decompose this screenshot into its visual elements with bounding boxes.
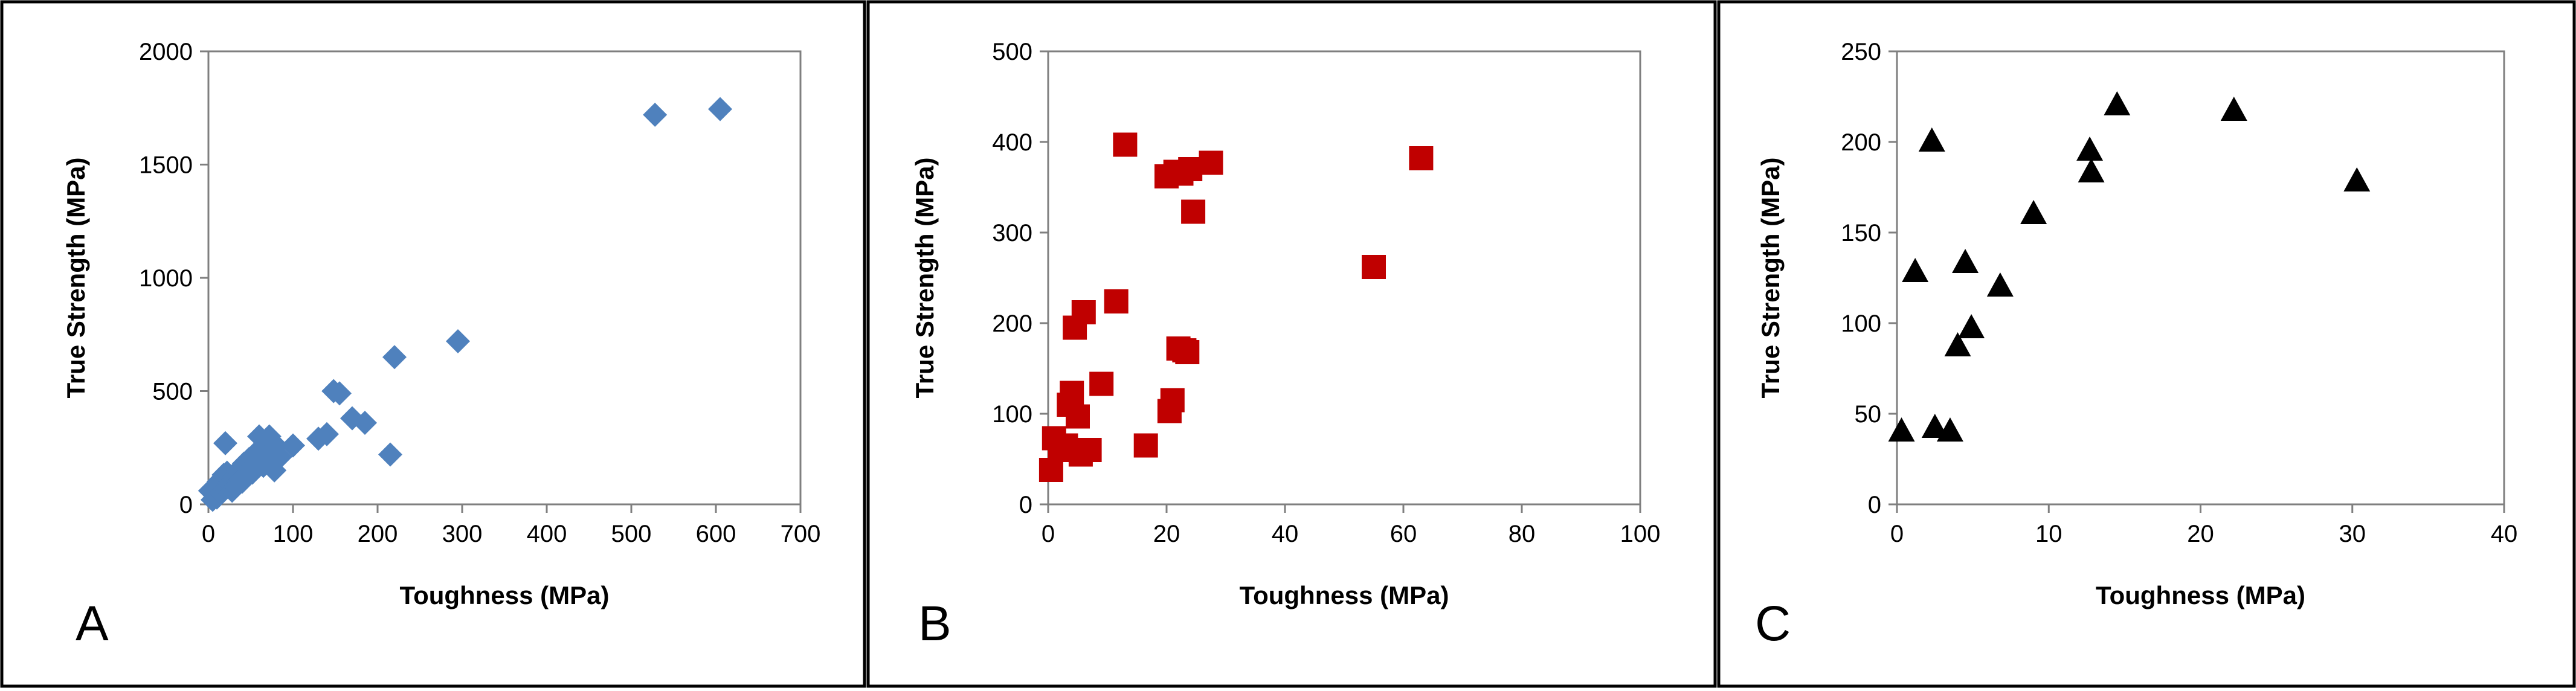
x-tick-label: 40 [1272, 521, 1299, 547]
y-tick-label: 400 [992, 129, 1032, 156]
x-tick-label: 40 [2491, 521, 2518, 547]
data-point [1409, 146, 1434, 170]
y-tick-label: 1000 [139, 265, 193, 292]
data-point [2343, 167, 2371, 191]
x-tick-label: 20 [1153, 521, 1180, 547]
data-point [2220, 97, 2247, 121]
data-point [1175, 340, 1200, 364]
y-tick-label: 200 [992, 310, 1032, 337]
x-tick-label: 300 [442, 521, 483, 547]
data-point [1089, 371, 1114, 396]
plot-area [1047, 50, 1641, 506]
x-tick-label: 30 [2339, 521, 2366, 547]
x-axis-label: Toughness (MPa) [2096, 581, 2305, 609]
data-point [1888, 417, 1915, 442]
data-point [1160, 388, 1185, 413]
y-tick-label: 100 [992, 401, 1032, 428]
x-axis-label: Toughness (MPa) [1240, 581, 1449, 609]
data-point [1104, 289, 1129, 313]
data-point [1936, 417, 1963, 442]
panel-border [0, 0, 866, 688]
chart-panel-c: 0 50 100 150 200 250 0 10 20 30 40 Toughness (MPa) T… [1717, 0, 2576, 688]
x-tick-label: 600 [696, 521, 736, 547]
data-point [213, 431, 237, 455]
data-point [1178, 157, 1203, 181]
data-point [1181, 199, 1206, 224]
data-point [1921, 414, 1948, 438]
panel-border [1717, 0, 2576, 688]
data-point [281, 433, 305, 458]
data-point [1986, 272, 2014, 297]
data-point [315, 422, 339, 446]
x-tick-label: 0 [1042, 521, 1055, 547]
data-point [1133, 433, 1158, 458]
data-point [1918, 127, 1945, 152]
data-point [1071, 300, 1096, 324]
x-tick-label: 400 [527, 521, 567, 547]
x-tick-label: 100 [1620, 521, 1661, 547]
data-point [327, 381, 352, 406]
y-tick-label: 50 [1855, 401, 1882, 428]
data-point [2076, 137, 2104, 161]
data-point [2104, 91, 2131, 115]
data-point [446, 329, 470, 353]
y-tick-label: 0 [1868, 492, 1881, 518]
x-axis-label: Toughness (MPa) [400, 581, 610, 609]
data-point [1066, 404, 1090, 429]
data-point [1952, 249, 1979, 273]
y-axis-label: True Strength (MPa) [1756, 157, 1785, 398]
data-point [1902, 258, 1929, 282]
x-tick-label: 10 [2035, 521, 2062, 547]
chart-panel-b: 0 100 200 300 400 500 0 20 40 60 80 100 Toughness (M… [866, 0, 1717, 688]
data-point [382, 345, 407, 370]
x-tick-label: 500 [611, 521, 652, 547]
data-point [643, 103, 668, 127]
x-tick-label: 100 [273, 521, 314, 547]
data-point [1958, 314, 1985, 338]
y-tick-label: 200 [1841, 129, 1881, 156]
y-tick-label: 0 [179, 492, 193, 518]
data-point [378, 442, 402, 467]
data-point [1199, 150, 1223, 175]
y-tick-label: 2000 [139, 39, 193, 65]
x-tick-label: 700 [781, 521, 821, 547]
data-point [1944, 332, 1971, 356]
y-tick-label: 150 [1841, 220, 1881, 246]
y-tick-label: 500 [152, 379, 193, 405]
data-point [708, 97, 732, 121]
y-axis-label: True Strength (MPa) [62, 157, 90, 398]
y-tick-label: 250 [1841, 39, 1881, 65]
y-tick-label: 0 [1019, 492, 1032, 518]
y-tick-label: 500 [992, 39, 1032, 65]
x-tick-label: 20 [2187, 521, 2214, 547]
x-tick-label: 0 [202, 521, 215, 547]
panel-label: A [76, 596, 109, 651]
data-point [2078, 158, 2105, 182]
data-point [1362, 255, 1386, 279]
data-point [1060, 381, 1084, 405]
panel-label: B [918, 596, 952, 651]
y-tick-label: 100 [1841, 310, 1881, 337]
y-tick-label: 1500 [139, 152, 193, 179]
y-axis-label: True Strength (MPa) [910, 157, 939, 398]
x-tick-label: 0 [1890, 521, 1904, 547]
data-point [1077, 438, 1102, 462]
x-tick-label: 80 [1509, 521, 1536, 547]
x-tick-label: 200 [358, 521, 398, 547]
chart-panel-a: 0 500 1000 1500 2000 0 100 200 300 400 500 600 700 To… [0, 0, 866, 688]
panel-border [866, 0, 1717, 688]
data-point [1113, 132, 1138, 157]
x-tick-label: 60 [1390, 521, 1417, 547]
panel-label: C [1755, 596, 1791, 651]
data-point [2020, 200, 2047, 224]
data-point [353, 411, 377, 435]
y-tick-label: 300 [992, 220, 1032, 246]
